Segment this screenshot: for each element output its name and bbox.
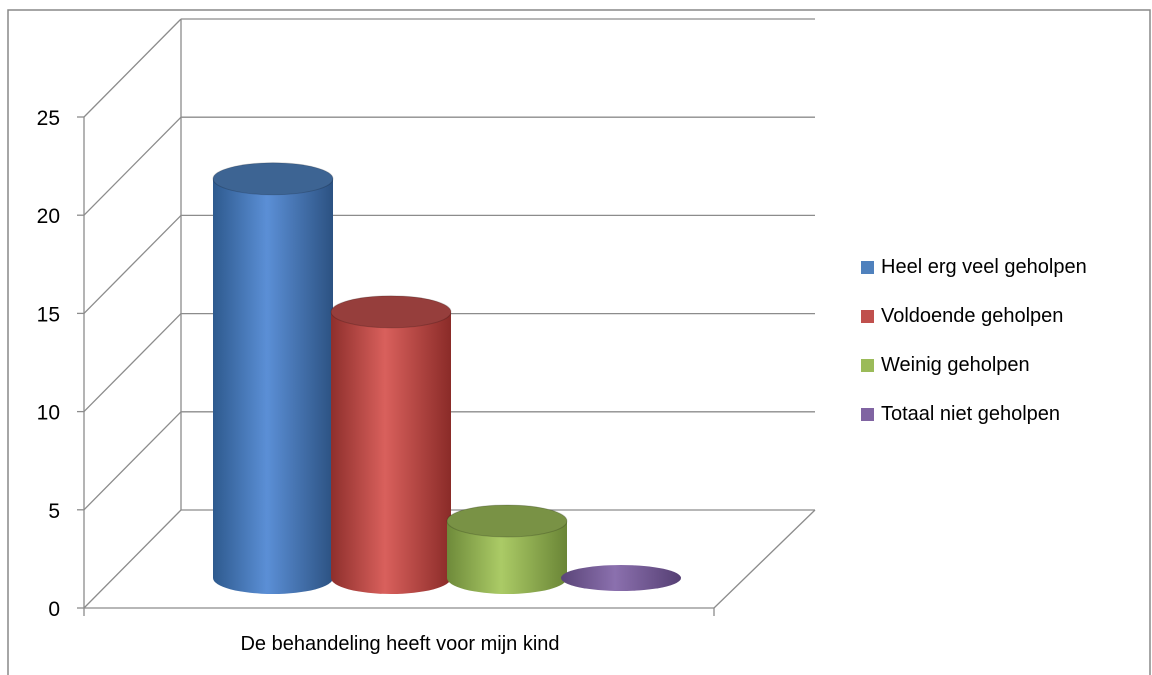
bar-body xyxy=(213,178,333,594)
legend-label: Totaal niet geholpen xyxy=(881,403,1060,425)
y-tick-label: 10 xyxy=(37,402,60,425)
bar-top xyxy=(212,162,334,196)
bar-1 xyxy=(212,162,334,594)
y-axis: 0 5 10 15 20 25 xyxy=(37,107,60,621)
legend: Heel erg veel geholpen Voldoende geholpe… xyxy=(861,256,1087,425)
legend-item: Heel erg veel geholpen xyxy=(861,256,1087,278)
gridline-depth xyxy=(83,313,182,413)
gridline-depth xyxy=(83,214,182,314)
gridline-depth xyxy=(83,116,182,216)
bar-body xyxy=(331,311,451,594)
bar-4 xyxy=(561,565,681,591)
legend-swatch xyxy=(861,261,874,274)
legend-item: Voldoende geholpen xyxy=(861,305,1063,327)
bar-top xyxy=(446,504,568,538)
bar-top-shade xyxy=(447,504,567,537)
legend-label: Voldoende geholpen xyxy=(881,305,1063,327)
y-tick-label: 0 xyxy=(48,598,60,621)
bar-3 xyxy=(446,504,568,594)
gridline-depth xyxy=(83,509,182,609)
legend-swatch xyxy=(861,408,874,421)
y-tick-label: 20 xyxy=(37,205,60,228)
bar-top-shade xyxy=(213,162,333,195)
x-category-label: De behandeling heeft voor mijn kind xyxy=(240,633,559,655)
gridline-depth xyxy=(83,411,182,511)
legend-swatch xyxy=(861,359,874,372)
bar-2 xyxy=(330,295,452,594)
legend-swatch xyxy=(861,310,874,323)
legend-item: Weinig geholpen xyxy=(861,354,1030,376)
legend-item: Totaal niet geholpen xyxy=(861,403,1060,425)
bar-top-shade xyxy=(331,295,451,328)
legend-label: Weinig geholpen xyxy=(881,354,1030,376)
y-tick-label: 15 xyxy=(37,303,60,326)
y-tick-label: 5 xyxy=(48,500,60,523)
bar-flat xyxy=(561,565,681,591)
y-tick-label: 25 xyxy=(37,107,60,130)
floor-edge xyxy=(713,509,816,609)
legend-label: Heel erg veel geholpen xyxy=(881,256,1087,278)
bars xyxy=(212,162,681,594)
gridline-depth xyxy=(83,18,182,118)
chart-border xyxy=(7,9,1151,675)
bar-body xyxy=(447,520,567,594)
bar-top xyxy=(330,295,452,329)
